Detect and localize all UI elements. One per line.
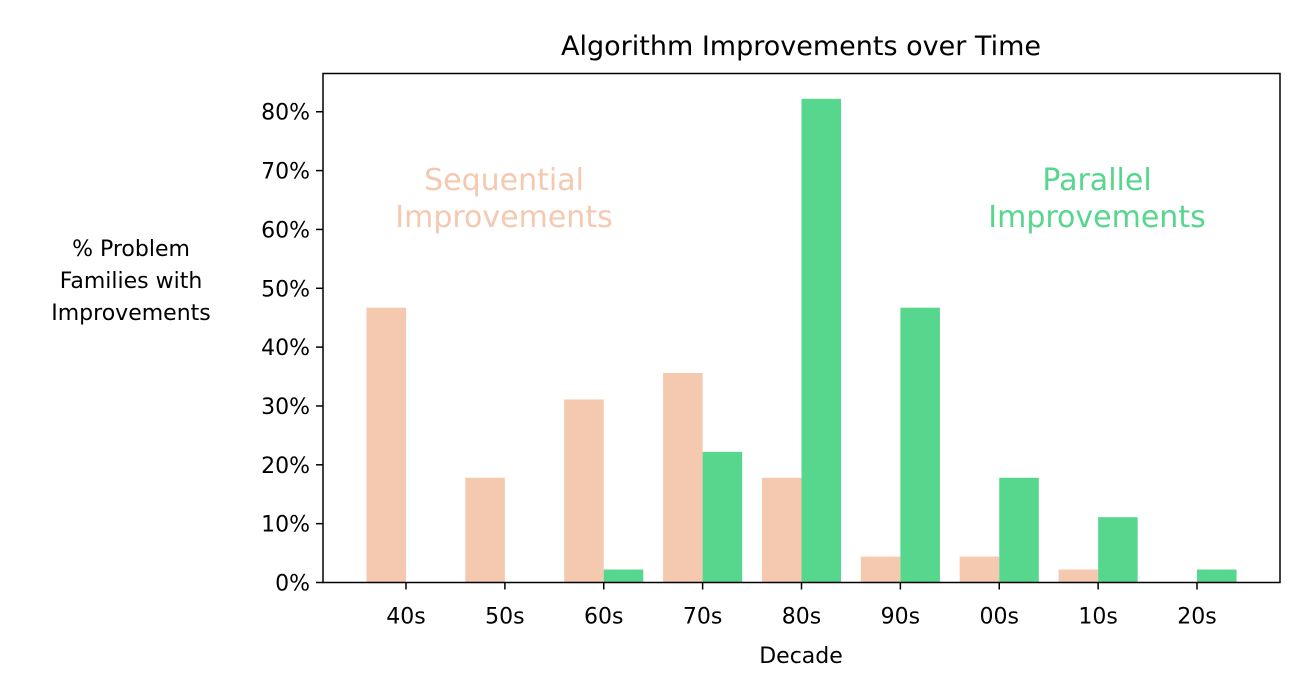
y-tick-label-20: 20% bbox=[261, 454, 310, 479]
annotation-parallel-line-2: Improvements bbox=[988, 200, 1205, 235]
bar-sequential-90s bbox=[860, 556, 901, 583]
bar-parallel-20s bbox=[1197, 569, 1237, 583]
annotation-parallel-line-1: Parallel bbox=[1042, 163, 1151, 198]
y-axis-title-line-1: % Problem bbox=[72, 237, 190, 262]
bar-sequential-50s bbox=[465, 477, 505, 583]
y-tick-label-80: 80% bbox=[261, 101, 310, 126]
bar-parallel-60s bbox=[603, 569, 644, 583]
y-tick-label-70: 70% bbox=[261, 160, 310, 185]
x-tick-label-50s: 50s bbox=[485, 605, 524, 630]
bar-parallel-00s bbox=[999, 477, 1039, 583]
bars-group bbox=[366, 98, 1237, 583]
x-tick-label-90s: 90s bbox=[881, 605, 920, 630]
y-tick-label-30: 30% bbox=[261, 395, 310, 420]
plot-frame bbox=[322, 72, 1281, 584]
bar-sequential-40s bbox=[366, 307, 406, 583]
annotation-parallel: Parallel Improvements bbox=[988, 163, 1205, 235]
y-ticks-group: 0% 10% 20% 30% 40% 50% 60% 70% 80% bbox=[261, 101, 323, 597]
bar-parallel-70s bbox=[702, 451, 743, 583]
x-axis-title: Decade bbox=[759, 644, 843, 669]
x-tick-label-70s: 70s bbox=[683, 605, 722, 630]
annotation-sequential-line-1: Sequential bbox=[424, 163, 584, 198]
y-tick-label-60: 60% bbox=[261, 218, 310, 243]
bar-parallel-80s bbox=[801, 98, 842, 583]
x-tick-label-20s: 20s bbox=[1177, 605, 1216, 630]
x-ticks-group: 40s 50s 60s 70s 80s 90s 00s 10s 20s bbox=[386, 582, 1217, 630]
x-tick-label-10s: 10s bbox=[1078, 605, 1117, 630]
y-axis-title-line-3: Improvements bbox=[51, 301, 210, 326]
bar-sequential-70s bbox=[663, 373, 703, 583]
x-tick-label-40s: 40s bbox=[386, 605, 425, 630]
annotation-sequential-line-2: Improvements bbox=[395, 200, 612, 235]
bar-sequential-10s bbox=[1058, 569, 1099, 583]
y-axis-title-line-2: Families with bbox=[60, 269, 203, 294]
bar-parallel-10s bbox=[1098, 517, 1138, 583]
bar-sequential-80s bbox=[761, 477, 802, 583]
y-tick-label-50: 50% bbox=[261, 277, 310, 302]
bar-sequential-60s bbox=[564, 399, 604, 583]
x-tick-label-60s: 60s bbox=[584, 605, 623, 630]
y-tick-label-40: 40% bbox=[261, 336, 310, 361]
y-tick-label-0: 0% bbox=[275, 572, 310, 597]
bar-parallel-90s bbox=[900, 307, 940, 583]
bar-sequential-00s bbox=[959, 556, 1000, 583]
x-tick-label-80s: 80s bbox=[782, 605, 821, 630]
x-tick-label-00s: 00s bbox=[980, 605, 1019, 630]
annotation-sequential: Sequential Improvements bbox=[395, 163, 612, 235]
y-tick-label-10: 10% bbox=[261, 513, 310, 538]
y-axis-title: % Problem Families with Improvements bbox=[51, 237, 210, 326]
chart-title: Algorithm Improvements over Time bbox=[561, 31, 1041, 62]
